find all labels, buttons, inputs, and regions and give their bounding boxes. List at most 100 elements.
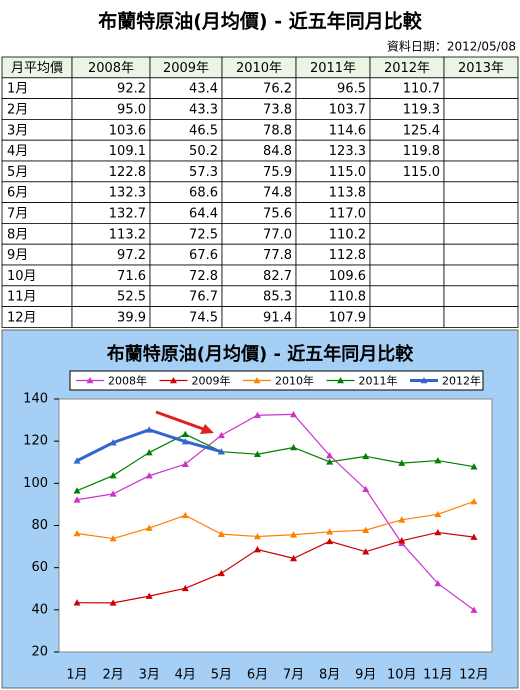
cell-value: 76.2 <box>263 82 292 97</box>
table-cell <box>369 202 445 224</box>
cell-value: 113.8 <box>329 186 366 201</box>
data-point <box>145 426 153 433</box>
table-cell <box>443 285 519 307</box>
cell-value: 132.3 <box>109 186 146 201</box>
data-point <box>434 510 442 518</box>
arrow-line <box>155 410 207 432</box>
data-point <box>362 485 370 493</box>
series-line <box>76 500 475 540</box>
cell-value: 46.5 <box>189 123 218 138</box>
column-header: 2013年 <box>458 61 504 76</box>
x-tick-label: 7月 <box>283 668 304 683</box>
cell-value: 103.6 <box>109 123 146 138</box>
cell-value: 109.6 <box>329 269 366 284</box>
data-point <box>470 533 478 540</box>
data-point <box>362 548 370 555</box>
legend-label: 2011年 <box>359 374 398 388</box>
data-point <box>290 531 298 538</box>
cell-value: 64.4 <box>189 207 218 222</box>
x-tick-label: 9月 <box>355 668 376 683</box>
legend-marker <box>170 377 177 384</box>
y-tick-label: 100 <box>23 476 48 491</box>
chart-title: 布蘭特原油(月均價) - 近五年同月比較 <box>107 343 414 365</box>
column-header: 月平均價 <box>11 61 63 76</box>
data-point <box>73 487 81 494</box>
data-point <box>434 579 442 587</box>
column-header: 2009年 <box>163 61 209 76</box>
cell-value: 82.7 <box>263 269 292 284</box>
cell-value: 110.8 <box>329 290 366 305</box>
data-point <box>181 511 189 519</box>
data-point <box>145 472 153 479</box>
cell-value: 75.9 <box>263 165 292 180</box>
data-point <box>109 535 117 542</box>
data-point <box>253 411 261 419</box>
table: 月平均價 2008年 2009年 2010年 2011年 2012年 2013年 1月 92.2… <box>1 56 519 328</box>
data-point <box>145 449 153 456</box>
data-point <box>434 528 442 536</box>
page-title: 布蘭特原油(月均價) - 近五年同月比較 <box>98 10 422 33</box>
cell-value: 119.3 <box>403 103 440 118</box>
table-cell <box>443 139 519 162</box>
data-point <box>73 599 81 606</box>
x-tick-label: 1月 <box>66 668 87 683</box>
data-point <box>398 537 406 544</box>
data-point <box>398 459 406 466</box>
cell-value: 107.9 <box>329 311 366 326</box>
plot-area <box>58 398 493 653</box>
cell-value: 74.8 <box>263 186 292 201</box>
table-cell <box>443 243 519 266</box>
cell-value: 110.2 <box>329 227 366 242</box>
data-point <box>181 438 189 445</box>
cell-value: 132.7 <box>109 207 146 222</box>
data-point <box>109 439 117 446</box>
arrow-annotation <box>155 410 214 434</box>
cell-value: 43.3 <box>189 103 218 118</box>
row-label: 11月 <box>7 290 37 305</box>
cell-value: 110.7 <box>403 82 440 97</box>
data-point <box>181 430 189 438</box>
cell-value: 119.8 <box>403 144 440 159</box>
date-label: 資料日期：2012/05/08 <box>387 40 516 54</box>
column-header: 2012年 <box>384 61 430 76</box>
legend-marker <box>253 377 261 384</box>
legend-label: 2012年 <box>442 374 481 388</box>
cell-value: 117.0 <box>329 207 366 222</box>
chart: 20 40 60 80 100 120 140 1月 2月 3月 4月 5月 6月 7月 8月 9月 10月 11… <box>23 374 489 683</box>
row-label: 5月 <box>7 165 28 180</box>
data-point <box>470 497 478 505</box>
data-point <box>253 546 261 553</box>
table-cell <box>443 77 519 100</box>
cell-value: 76.7 <box>189 290 218 305</box>
cell-value: 95.0 <box>117 103 146 118</box>
data-point <box>253 532 261 540</box>
x-tick-label: 3月 <box>139 668 160 683</box>
legend-label: 2008年 <box>108 374 147 388</box>
cell-value: 75.6 <box>263 207 292 222</box>
cell-value: 71.6 <box>117 269 146 284</box>
cell-value: 97.2 <box>117 248 146 263</box>
arrow-head <box>200 424 214 434</box>
cell-value: 92.2 <box>117 82 146 97</box>
cell-value: 91.4 <box>263 311 292 326</box>
cell-value: 72.5 <box>189 227 218 242</box>
y-tick-label: 120 <box>23 434 48 449</box>
table-cell <box>369 222 445 245</box>
series-line <box>77 531 475 604</box>
cell-value: 39.9 <box>117 311 146 326</box>
cell-value: 115.0 <box>403 165 440 180</box>
cell-value: 73.8 <box>263 103 292 118</box>
table-cell <box>443 119 519 141</box>
data-point <box>73 530 81 537</box>
data-point <box>362 452 370 460</box>
table-cell <box>369 181 445 204</box>
row-label: 1月 <box>7 82 28 97</box>
data-point <box>326 537 334 545</box>
cell-value: 84.8 <box>263 144 292 159</box>
cell-value: 43.4 <box>189 82 218 97</box>
column-header: 2008年 <box>88 61 134 76</box>
x-tick-label: 4月 <box>175 668 196 683</box>
data-point <box>217 448 225 455</box>
cell-value: 78.8 <box>263 123 292 138</box>
